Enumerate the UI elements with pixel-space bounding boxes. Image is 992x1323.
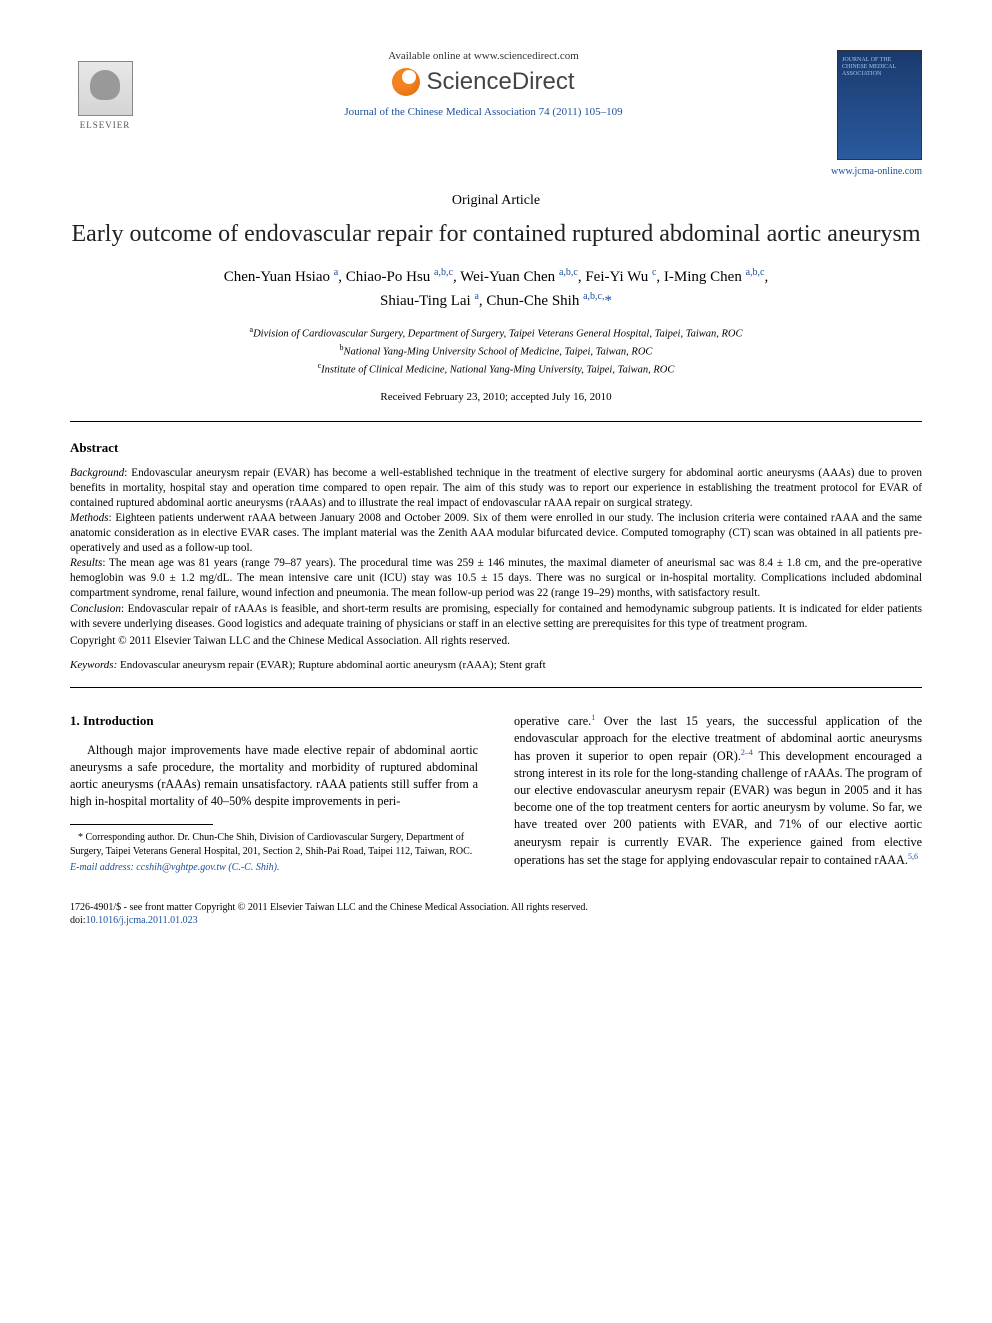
affiliation-a: aDivision of Cardiovascular Surgery, Dep… [70, 324, 922, 342]
rule-below-abstract [70, 687, 922, 688]
sciencedirect-swirl-icon [392, 68, 420, 96]
affiliation-c: cInstitute of Clinical Medicine, Nationa… [70, 360, 922, 378]
abstract-section: Abstract Background: Endovascular aneury… [70, 440, 922, 671]
corresponding-email: E-mail address: ccshih@vghtpe.gov.tw (C.… [70, 861, 478, 875]
journal-cover-image: JOURNAL OF THE CHINESE MEDICAL ASSOCIATI… [837, 50, 922, 160]
sciencedirect-text: ScienceDirect [426, 68, 574, 96]
abstract-conclusion: Conclusion: Endovascular repair of rAAAs… [70, 602, 922, 632]
page-header: ELSEVIER Available online at www.science… [70, 50, 922, 177]
footnote-rule [70, 824, 213, 825]
footer-doi: doi:10.1016/j.jcma.2011.01.023 [70, 914, 922, 928]
authors-block: Chen-Yuan Hsiao a, Chiao-Po Hsu a,b,c, W… [70, 265, 922, 312]
keywords-label: Keywords: [70, 659, 117, 671]
left-column: 1. Introduction Although major improveme… [70, 712, 478, 875]
abstract-background: Background: Endovascular aneurysm repair… [70, 466, 922, 511]
elsevier-logo: ELSEVIER [70, 50, 140, 130]
right-header: JOURNAL OF THE CHINESE MEDICAL ASSOCIATI… [827, 50, 922, 177]
abstract-copyright: Copyright © 2011 Elsevier Taiwan LLC and… [70, 634, 922, 649]
center-header: Available online at www.sciencedirect.co… [140, 50, 827, 118]
elsevier-tree-icon [78, 61, 133, 116]
page-footer: 1726-4901/$ - see front matter Copyright… [70, 901, 922, 928]
journal-citation[interactable]: Journal of the Chinese Medical Associati… [160, 106, 807, 118]
authors-line-1: Chen-Yuan Hsiao a, Chiao-Po Hsu a,b,c, W… [70, 265, 922, 289]
keywords-text: Endovascular aneurysm repair (EVAR); Rup… [117, 659, 545, 671]
intro-para-left: Although major improvements have made el… [70, 742, 478, 810]
intro-para-right: operative care.1 Over the last 15 years,… [514, 712, 922, 869]
rule-above-abstract [70, 421, 922, 422]
footer-copyright: 1726-4901/$ - see front matter Copyright… [70, 901, 922, 915]
abstract-methods: Methods: Eighteen patients underwent rAA… [70, 511, 922, 556]
affiliations: aDivision of Cardiovascular Surgery, Dep… [70, 324, 922, 379]
corresponding-footnote: * Corresponding author. Dr. Chun-Che Shi… [70, 831, 478, 875]
elsevier-label: ELSEVIER [80, 120, 131, 130]
sciencedirect-logo: ScienceDirect [160, 68, 807, 96]
abstract-body: Background: Endovascular aneurysm repair… [70, 466, 922, 649]
intro-heading: 1. Introduction [70, 712, 478, 730]
right-column: operative care.1 Over the last 15 years,… [514, 712, 922, 875]
body-two-column: 1. Introduction Although major improveme… [70, 712, 922, 875]
abstract-heading: Abstract [70, 440, 922, 456]
keywords: Keywords: Endovascular aneurysm repair (… [70, 659, 922, 671]
abstract-results: Results: The mean age was 81 years (rang… [70, 556, 922, 601]
journal-url-link[interactable]: www.jcma-online.com [827, 166, 922, 177]
article-dates: Received February 23, 2010; accepted Jul… [70, 391, 922, 403]
corresponding-text: * Corresponding author. Dr. Chun-Che Shi… [70, 831, 478, 858]
doi-link[interactable]: 10.1016/j.jcma.2011.01.023 [86, 915, 198, 926]
authors-line-2: Shiau-Ting Lai a, Chun-Che Shih a,b,c,* [70, 289, 922, 313]
available-online-text: Available online at www.sciencedirect.co… [160, 50, 807, 62]
article-title: Early outcome of endovascular repair for… [70, 219, 922, 249]
affiliation-b: bNational Yang-Ming University School of… [70, 342, 922, 360]
journal-cover-text: JOURNAL OF THE CHINESE MEDICAL ASSOCIATI… [838, 51, 921, 85]
article-type: Original Article [70, 193, 922, 209]
email-link[interactable]: ccshih@vghtpe.gov.tw [134, 862, 226, 873]
